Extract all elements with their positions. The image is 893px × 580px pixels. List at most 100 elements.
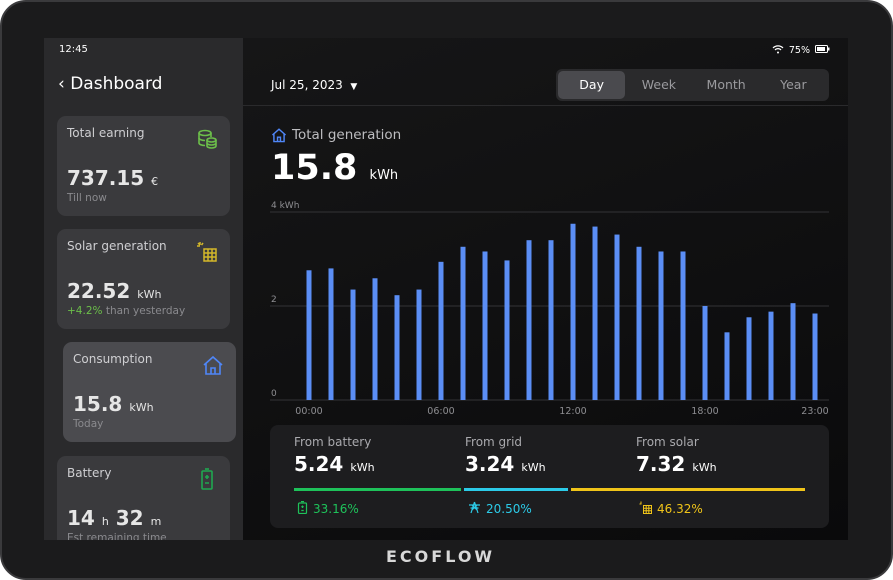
bar bbox=[592, 226, 598, 400]
wifi-icon bbox=[772, 44, 784, 57]
card-title: Solar generation bbox=[67, 239, 167, 253]
percent-value: 33.16% bbox=[313, 502, 359, 516]
screen: 12:45 ‹ Dashboard Total earning 737.15 €… bbox=[44, 38, 848, 540]
unit: kWh bbox=[369, 168, 399, 183]
tab-year[interactable]: Year bbox=[780, 77, 807, 92]
bar bbox=[790, 303, 796, 400]
bar bbox=[768, 311, 774, 400]
bar bbox=[306, 270, 312, 400]
card-subtitle: than yesterday bbox=[105, 305, 186, 317]
x-tick-label: 18:00 bbox=[691, 406, 718, 417]
solar-panel-icon bbox=[639, 501, 652, 517]
status-bar: 75% bbox=[772, 44, 830, 57]
bar bbox=[394, 295, 400, 400]
battery-icon bbox=[201, 468, 213, 490]
tab-day[interactable]: Day bbox=[558, 71, 626, 99]
unit: € bbox=[151, 175, 159, 188]
coins-icon bbox=[198, 129, 217, 149]
bar bbox=[746, 317, 752, 400]
generation-bar-chart: 4 kWh 2 0 00:00 06:00 12:00 18:00 23:00 bbox=[270, 201, 829, 417]
share-bar-segment bbox=[464, 488, 568, 491]
battery-status-icon bbox=[815, 45, 830, 56]
hours-value: 14 bbox=[67, 506, 95, 530]
back-button[interactable]: ‹ Dashboard bbox=[58, 74, 162, 94]
source-from-solar: From solar 7.32 kWh bbox=[636, 435, 717, 476]
date-value: Jul 25, 2023 bbox=[271, 78, 343, 92]
clock: 12:45 bbox=[59, 44, 88, 55]
unit: kWh bbox=[137, 288, 162, 301]
unit: kWh bbox=[692, 461, 717, 474]
ecoflow-logo: ECOFLOW bbox=[386, 547, 496, 566]
solar-value: 22.52 bbox=[67, 279, 131, 303]
card-battery[interactable]: Battery 14 h 32 m Est remaining time bbox=[57, 456, 230, 540]
home-icon bbox=[203, 355, 223, 375]
y-tick-label: 0 bbox=[271, 389, 277, 399]
battery-icon bbox=[297, 501, 308, 517]
page-title: Dashboard bbox=[70, 74, 163, 94]
bar bbox=[680, 251, 686, 400]
change-percent: +4.2% bbox=[67, 305, 103, 317]
consumption-value: 15.8 bbox=[73, 392, 123, 416]
bar bbox=[350, 289, 356, 400]
share-percent: 33.16% bbox=[297, 501, 359, 517]
source-breakdown: From battery 5.24 kWh 33.16% From grid 3.24 … bbox=[270, 425, 829, 528]
share-percent: 46.32% bbox=[639, 501, 703, 517]
card-subtitle: Today bbox=[73, 418, 104, 430]
card-consumption[interactable]: Consumption 15.8 kWh Today bbox=[63, 342, 236, 442]
card-solar-generation[interactable]: Solar generation 22.52 kWh +4.2% than ye… bbox=[57, 229, 230, 329]
card-subtitle: Till now bbox=[67, 192, 107, 204]
x-tick-label: 00:00 bbox=[295, 406, 322, 417]
caret-down-icon: ▼ bbox=[350, 82, 358, 92]
solar-panel-icon bbox=[197, 242, 217, 262]
bar bbox=[328, 268, 334, 400]
bar bbox=[526, 240, 532, 400]
sidebar: 12:45 ‹ Dashboard Total earning 737.15 €… bbox=[44, 38, 243, 540]
source-label: From grid bbox=[465, 435, 523, 449]
bar bbox=[570, 223, 576, 400]
x-tick-label: 06:00 bbox=[427, 406, 454, 417]
card-title: Battery bbox=[67, 466, 112, 480]
bar bbox=[482, 251, 488, 400]
x-tick-label: 12:00 bbox=[559, 406, 586, 417]
unit: kWh bbox=[521, 461, 546, 474]
divider bbox=[243, 105, 848, 106]
unit: kWh bbox=[350, 461, 375, 474]
generation-title: Total generation bbox=[292, 127, 402, 143]
bar bbox=[438, 261, 444, 400]
home-icon bbox=[271, 128, 287, 143]
y-tick-label: 2 bbox=[271, 295, 277, 305]
bar bbox=[812, 313, 818, 400]
card-total-earning[interactable]: Total earning 737.15 € Till now bbox=[57, 116, 230, 216]
bar bbox=[658, 251, 664, 400]
unit: m bbox=[150, 515, 162, 528]
percent-value: 46.32% bbox=[657, 502, 703, 516]
unit: h bbox=[101, 515, 109, 528]
source-value: 3.24 bbox=[465, 452, 515, 476]
share-percent: 20.50% bbox=[468, 501, 532, 517]
battery-percent: 75% bbox=[788, 45, 810, 56]
minutes-value: 32 bbox=[115, 506, 144, 530]
bar bbox=[460, 246, 466, 400]
bar bbox=[548, 240, 554, 400]
source-value: 7.32 bbox=[636, 452, 686, 476]
unit: kWh bbox=[129, 401, 154, 414]
card-title: Consumption bbox=[73, 352, 153, 366]
bar bbox=[416, 289, 422, 400]
bar bbox=[614, 234, 620, 400]
period-tabs: Day Week Month Year bbox=[556, 69, 829, 101]
percent-value: 20.50% bbox=[486, 502, 532, 516]
earning-value: 737.15 bbox=[67, 166, 145, 190]
source-label: From battery bbox=[294, 435, 372, 449]
tab-week[interactable]: Week bbox=[641, 77, 676, 92]
share-bar-segment bbox=[570, 488, 805, 491]
power-tower-icon bbox=[468, 501, 481, 517]
date-picker[interactable]: Jul 25, 2023 ▼ bbox=[271, 78, 357, 92]
bar bbox=[702, 306, 708, 400]
card-subtitle: Est remaining time bbox=[67, 532, 167, 540]
bar bbox=[504, 260, 510, 400]
share-bar-segment bbox=[294, 488, 462, 491]
tab-month[interactable]: Month bbox=[706, 77, 746, 92]
source-from-grid: From grid 3.24 kWh bbox=[465, 435, 546, 476]
generation-value: 15.8 bbox=[271, 148, 358, 188]
card-title: Total earning bbox=[67, 126, 145, 140]
